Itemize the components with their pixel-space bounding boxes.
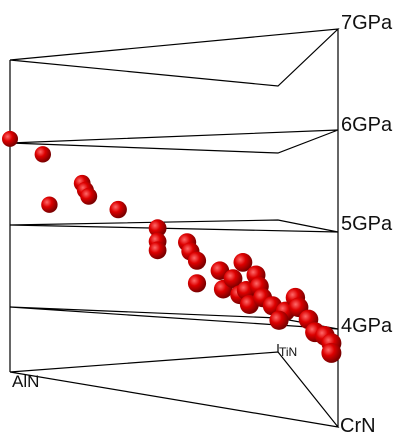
data-point-16 — [223, 269, 243, 288]
data-points — [2, 130, 342, 363]
corner-label-tin: TiN — [279, 345, 297, 359]
z-tick-5: 5GPa — [341, 213, 393, 235]
level-triangle-6 — [9, 129, 339, 154]
data-point-5 — [80, 187, 98, 205]
data-point-26 — [269, 310, 289, 330]
corner-label-aln: AlN — [12, 372, 39, 391]
data-point-6 — [109, 200, 127, 219]
level-triangle-5 — [9, 219, 339, 233]
corner-label-crn: CrN — [340, 415, 376, 433]
data-point-1 — [34, 146, 51, 163]
data-point-9 — [148, 241, 167, 260]
data-point-13 — [187, 274, 207, 293]
data-point-0 — [2, 130, 18, 147]
data-point-12 — [187, 251, 207, 270]
labels: AlN TiN CrN 4GPa 5GPa 6GPa 7GPa — [12, 12, 393, 433]
level-triangle-7 — [9, 28, 340, 87]
data-point-33 — [321, 342, 342, 363]
z-tick-6: 6GPa — [341, 114, 393, 136]
data-point-7 — [148, 219, 167, 238]
data-point-20 — [233, 253, 253, 272]
prism-frame — [9, 28, 340, 428]
z-tick-4: 4GPa — [341, 315, 393, 337]
data-point-2 — [41, 196, 58, 213]
level-triangle-3 — [9, 351, 340, 428]
z-tick-7: 7GPa — [341, 12, 393, 34]
